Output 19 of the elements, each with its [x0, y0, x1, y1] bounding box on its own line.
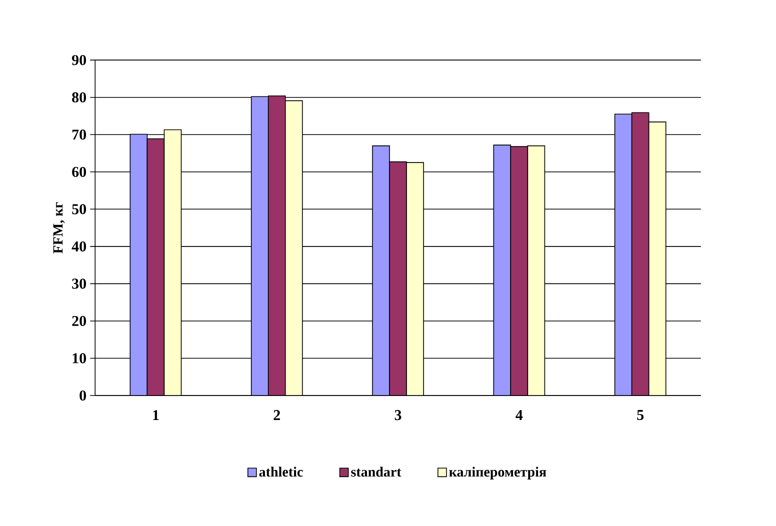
y-tick-label: 30	[72, 278, 86, 289]
y-tick-label: 20	[72, 316, 86, 326]
legend-label: каліперометрія	[449, 466, 546, 480]
y-tick-label: 70	[72, 130, 86, 140]
x-tick-label: 4	[516, 410, 523, 420]
x-tick-label: 2	[274, 410, 280, 420]
y-tick-label: 50	[72, 204, 86, 214]
x-tick-label: 3	[394, 410, 402, 420]
y-tick-label: 0	[80, 390, 86, 401]
y-tick-label: 40	[72, 242, 86, 252]
y-tick-label: 60	[72, 166, 86, 178]
x-tick-label: 5	[637, 410, 644, 420]
legend-label: standart	[351, 466, 402, 477]
y-axis-title: FFM, кг	[53, 202, 65, 254]
x-tick-label: 1	[153, 410, 159, 420]
legend-label: athletic	[259, 466, 303, 477]
y-tick-label: 90	[72, 55, 86, 66]
y-tick-label: 10	[72, 353, 86, 364]
y-tick-label: 80	[72, 92, 86, 103]
